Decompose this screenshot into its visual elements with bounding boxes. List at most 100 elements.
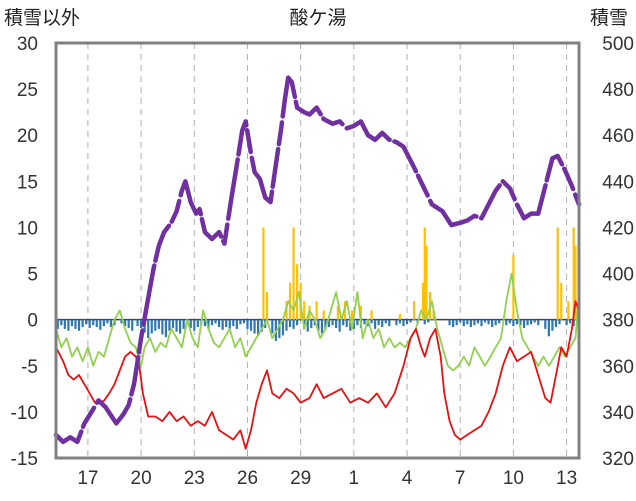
bar-129 xyxy=(565,319,568,326)
bar-3 xyxy=(67,319,70,331)
bar-24 xyxy=(147,319,150,339)
x-tick-5: 1 xyxy=(349,468,360,489)
bar-94 xyxy=(405,319,409,325)
grid-group xyxy=(56,43,579,458)
bar-118 xyxy=(519,319,522,326)
bar-145 xyxy=(350,310,354,320)
bar-127 xyxy=(554,319,558,328)
bar-152 xyxy=(425,245,428,320)
bar-53 xyxy=(249,319,253,331)
bar-141 xyxy=(315,301,318,320)
bar-78 xyxy=(345,319,348,328)
bar-85 xyxy=(370,319,373,324)
bar-42 xyxy=(210,319,214,326)
bar-146 xyxy=(359,305,363,320)
bar-83 xyxy=(363,319,366,325)
bar-34 xyxy=(182,319,185,329)
bar-28 xyxy=(161,319,164,335)
bar-55 xyxy=(257,319,260,337)
bar-73 xyxy=(327,319,331,328)
bar-52 xyxy=(246,319,249,329)
bar-111 xyxy=(491,319,494,328)
y-left-tick-0: 30 xyxy=(17,34,38,55)
bar-8 xyxy=(85,319,88,325)
bar-121 xyxy=(530,319,533,325)
x-tick-6: 4 xyxy=(402,468,413,489)
bar-101 xyxy=(455,319,458,326)
bar-103 xyxy=(462,319,465,327)
y-right-tick-1: 480 xyxy=(602,80,634,101)
bar-122 xyxy=(533,319,536,323)
bar-6 xyxy=(77,319,81,331)
bar-37 xyxy=(193,319,196,331)
bar-72 xyxy=(324,319,327,330)
bar-64 xyxy=(292,319,295,329)
bar-88 xyxy=(381,319,384,328)
y-right-tick-6: 380 xyxy=(602,311,634,332)
bar-17 xyxy=(120,319,123,324)
bar-102 xyxy=(459,319,462,323)
bar-106 xyxy=(473,319,476,326)
bar-13 xyxy=(102,319,105,327)
bar-87 xyxy=(377,319,380,326)
bar-81 xyxy=(356,319,359,326)
bar-67 xyxy=(306,319,309,332)
bar-45 xyxy=(221,319,224,330)
bar-46 xyxy=(225,319,228,328)
x-tick-0: 17 xyxy=(77,468,98,489)
bar-123 xyxy=(537,319,540,326)
bar-32 xyxy=(175,319,178,332)
bar-117 xyxy=(515,319,519,325)
y-right-tick-5: 400 xyxy=(602,265,634,286)
bar-151 xyxy=(423,227,426,320)
bar-150 xyxy=(421,282,425,320)
bar-33 xyxy=(179,319,182,334)
bar-40 xyxy=(203,319,207,327)
bar-30 xyxy=(168,319,171,331)
bar-51 xyxy=(242,319,246,324)
bar-9 xyxy=(88,319,91,328)
bar-91 xyxy=(395,319,398,326)
bar-133 xyxy=(265,292,269,320)
bar-97 xyxy=(423,319,426,325)
bar-2 xyxy=(63,319,66,329)
bar-125 xyxy=(547,319,550,337)
bar-14 xyxy=(106,319,109,324)
bar-124 xyxy=(544,319,547,329)
bar-114 xyxy=(505,319,508,326)
bar-113 xyxy=(498,319,501,324)
bar-107 xyxy=(476,319,480,324)
bar-4 xyxy=(70,319,74,327)
bar-71 xyxy=(320,319,324,334)
y-right-tick-2: 460 xyxy=(602,126,634,147)
bar-128 xyxy=(558,319,561,325)
bar-29 xyxy=(164,319,168,338)
left-axis-label: 積雪以外 xyxy=(4,7,80,29)
bar-98 xyxy=(427,319,430,323)
bar-92 xyxy=(398,319,402,324)
bar-120 xyxy=(526,319,529,326)
bar-93 xyxy=(402,319,405,327)
bar-132 xyxy=(262,227,265,320)
y-right-tick-3: 440 xyxy=(602,172,634,193)
bar-50 xyxy=(239,319,242,325)
bar-126 xyxy=(551,319,554,331)
bar-56 xyxy=(260,319,263,332)
bar-158 xyxy=(567,301,570,320)
bar-44 xyxy=(218,319,221,328)
y-left-tick-5: 5 xyxy=(27,265,38,286)
bar-26 xyxy=(154,319,157,331)
bar-143 xyxy=(336,305,339,320)
bar-1 xyxy=(60,319,63,326)
bar-154 xyxy=(432,310,435,320)
bar-148 xyxy=(398,314,402,320)
bar-75 xyxy=(335,319,338,328)
bar-99 xyxy=(448,319,451,326)
lines-group xyxy=(53,75,582,450)
bar-48 xyxy=(232,319,235,327)
bar-21 xyxy=(136,319,139,327)
bar-131 xyxy=(572,319,575,327)
y-right-tick-8: 340 xyxy=(602,403,634,424)
bar-90 xyxy=(388,319,391,327)
x-tick-2: 23 xyxy=(184,468,205,489)
